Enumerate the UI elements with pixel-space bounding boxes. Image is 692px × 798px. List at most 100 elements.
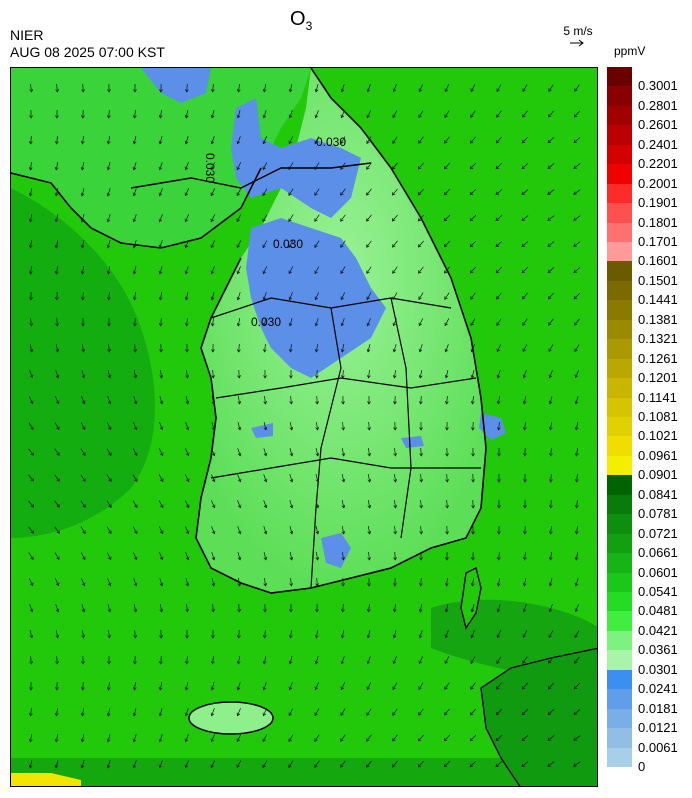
- wind-arrow-head: [522, 348, 526, 353]
- wind-arrow-head: [418, 634, 423, 639]
- legend-label: 0.1701: [638, 234, 678, 249]
- wind-arrow-head: [495, 269, 500, 274]
- wind-arrow: [495, 215, 503, 221]
- wind-arrow-head: [547, 139, 552, 144]
- wind-arrow-head: [81, 582, 86, 587]
- legend-swatch: [607, 319, 632, 340]
- wind-arrow-head: [106, 270, 111, 275]
- wind-arrow-head: [56, 556, 60, 561]
- wind-arrow-head: [419, 401, 423, 405]
- wind-arrow: [419, 630, 423, 638]
- legend-label: 0.2801: [638, 97, 678, 113]
- wind-arrow-head: [521, 165, 526, 170]
- wind-arrow-head: [81, 374, 86, 379]
- wind-arrow-head: [314, 166, 318, 170]
- wind-arrow-head: [185, 556, 190, 561]
- wind-arrow: [575, 578, 579, 586]
- wind-arrow-head: [133, 661, 137, 665]
- wind-arrow-head: [107, 635, 112, 639]
- sea-dark-bottom: [11, 758, 597, 786]
- legend-label: 0.1321: [638, 331, 678, 347]
- wind-arrow-head: [132, 738, 137, 743]
- wind-arrow-head: [288, 270, 292, 275]
- wind-arrow-head: [575, 505, 579, 509]
- wind-arrow-head: [236, 764, 240, 769]
- wind-arrow-head: [496, 400, 501, 405]
- timestamp-label: AUG 08 2025 07:00 KST: [10, 44, 165, 60]
- wind-arrow: [81, 396, 85, 404]
- wind-arrow: [495, 761, 503, 767]
- wind-arrow-head: [133, 608, 138, 613]
- wind-arrow: [393, 344, 397, 352]
- wind-arrow-head: [80, 218, 85, 223]
- sea-dark-west: [11, 188, 155, 538]
- wind-arrow-head: [314, 635, 319, 639]
- wind-arrow: [185, 526, 189, 534]
- wind-arrow: [211, 110, 215, 118]
- wind-arrow: [82, 83, 84, 93]
- wind-arrow-head: [158, 270, 163, 275]
- wind-arrow: [497, 396, 501, 404]
- wind-arrow: [444, 162, 450, 170]
- wind-arrow: [392, 240, 398, 248]
- wind-arrow: [521, 735, 529, 741]
- wind-arrow-head: [443, 737, 448, 742]
- color-legend: [607, 67, 633, 768]
- wind-arrow-head: [158, 244, 163, 249]
- wind-arrow-head: [289, 375, 293, 379]
- wind-arrow: [496, 84, 502, 92]
- wind-arrow-head: [548, 634, 552, 639]
- wind-arrow-head: [391, 218, 396, 222]
- wind-arrow: [367, 84, 371, 92]
- wind-arrow-head: [393, 557, 397, 561]
- wind-arrow-head: [547, 737, 551, 741]
- wind-arrow-head: [262, 114, 267, 119]
- wind-arrow: [290, 395, 292, 405]
- wind-arrow-head: [159, 609, 164, 613]
- wind-arrow: [548, 292, 554, 300]
- wind-arrow-head: [495, 165, 500, 170]
- wind-arrow: [237, 500, 241, 508]
- wind-arrow: [29, 214, 33, 222]
- legend-swatch: [607, 164, 632, 185]
- wind-arrow-head: [341, 504, 346, 509]
- legend-label: 0.0601: [638, 564, 678, 580]
- wind-arrow: [392, 708, 398, 716]
- wind-arrow-head: [55, 661, 59, 665]
- wind-arrow-head: [289, 609, 293, 613]
- wind-arrow-head: [134, 452, 138, 457]
- wind-arrow: [289, 474, 293, 482]
- wind-arrow-head: [108, 452, 112, 457]
- wind-arrow: [107, 370, 111, 378]
- wind-arrow-head: [29, 608, 34, 613]
- wind-arrow: [211, 240, 215, 248]
- wind-arrow: [55, 240, 59, 248]
- wind-arrow-head: [392, 738, 396, 742]
- wind-arrow: [315, 344, 319, 352]
- wind-arrow: [521, 761, 529, 767]
- wind-arrow-head: [262, 686, 267, 691]
- wind-arrow: [28, 578, 34, 586]
- legend-label: 0.1081: [638, 409, 678, 424]
- wind-arrow: [419, 84, 423, 92]
- wind-arrow: [81, 162, 85, 170]
- wind-arrow: [81, 240, 85, 248]
- legend-swatch: [607, 261, 632, 282]
- wind-arrow-head: [263, 530, 268, 535]
- wind-arrow-head: [236, 166, 240, 171]
- wind-arrow: [573, 163, 581, 169]
- wind-arrow: [573, 761, 581, 767]
- wind-arrow: [263, 448, 267, 456]
- wind-arrow: [30, 265, 32, 275]
- wind-arrow-head: [392, 712, 396, 716]
- wind-arrow: [28, 422, 34, 430]
- wind-arrow: [419, 344, 423, 352]
- wind-arrow-head: [30, 426, 34, 430]
- wind-arrow-head: [393, 479, 398, 483]
- wind-arrow-head: [366, 88, 371, 93]
- wind-arrow: [262, 734, 268, 742]
- wind-arrow: [81, 188, 85, 196]
- wind-arrow-head: [366, 738, 370, 742]
- wind-arrow-head: [392, 114, 396, 119]
- wind-arrow: [288, 760, 294, 768]
